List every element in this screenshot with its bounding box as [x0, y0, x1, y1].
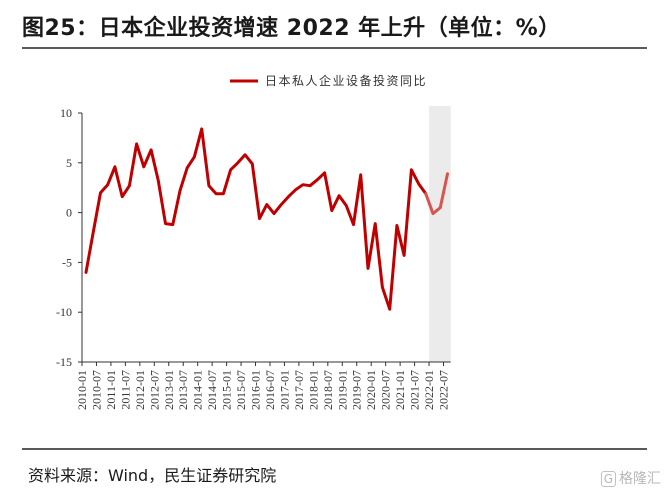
x-tick-label: 2019-07 [350, 370, 364, 410]
x-tick-label: 2013-01 [162, 370, 176, 410]
y-tick-label: -15 [56, 355, 72, 369]
y-tick-label: 5 [66, 156, 72, 170]
x-tick-label: 2017-01 [277, 370, 291, 410]
x-tick-label: 2018-07 [321, 370, 335, 410]
x-tick-label: 2011-01 [104, 370, 118, 410]
x-tick-label: 2013-07 [176, 370, 190, 410]
x-tick-label: 2010-01 [75, 370, 89, 410]
x-tick-label: 2011-07 [118, 370, 132, 410]
y-tick-label: -10 [56, 305, 72, 319]
x-tick-label: 2015-01 [220, 370, 234, 410]
legend-label: 日本私人企业设备投资同比 [265, 73, 427, 88]
x-tick-label: 2020-07 [379, 370, 393, 410]
y-tick-label: 0 [66, 206, 72, 220]
x-tick-label: 2019-01 [335, 370, 349, 410]
x-tick-label: 2014-01 [191, 370, 205, 410]
y-tick-label: 10 [60, 106, 72, 120]
source-note: 资料来源：Wind，民生证券研究院 [28, 466, 277, 485]
legend: 日本私人企业设备投资同比 [230, 73, 427, 88]
watermark: G 格隆汇 [600, 468, 661, 488]
line-chart: 日本私人企业设备投资同比 10 5 0 -5 -10 -15 2010-01 2010-07… [56, 73, 451, 410]
y-tick-label: -5 [62, 255, 72, 269]
x-tick-label: 2012-01 [133, 370, 147, 410]
plot-area [84, 127, 449, 311]
x-tick-label: 2017-07 [292, 370, 306, 410]
x-tick-label: 2015-07 [234, 370, 248, 410]
x-tick-label: 2022-01 [422, 370, 436, 410]
x-tick-label: 2022-07 [437, 370, 451, 410]
watermark-logo-icon: G [600, 471, 616, 487]
x-tick-label: 2021-01 [393, 370, 407, 410]
series-line-recent [424, 172, 449, 216]
x-tick-label: 2012-07 [147, 370, 161, 410]
source-rule [22, 448, 647, 450]
title-rule [22, 47, 647, 49]
x-tick-label: 2021-07 [408, 370, 422, 410]
x-tick-label: 2020-01 [364, 370, 378, 410]
x-tick-label: 2018-01 [306, 370, 320, 410]
x-tick-label: 2014-07 [205, 370, 219, 410]
figure-title: 图25：日本企业投资增速 2022 年上升（单位：%） [22, 16, 561, 41]
shaded-region [429, 106, 451, 362]
x-tick-label: 2016-01 [249, 370, 263, 410]
watermark-text: 格隆汇 [619, 471, 661, 487]
series-line [84, 127, 428, 311]
y-axis: 10 5 0 -5 -10 -15 [56, 106, 83, 369]
x-axis: 2010-01 2010-07 2011-01 2011-07 2012-01 2012-… [75, 361, 451, 410]
x-tick-label: 2010-07 [89, 370, 103, 410]
x-tick-label: 2016-07 [263, 370, 277, 410]
